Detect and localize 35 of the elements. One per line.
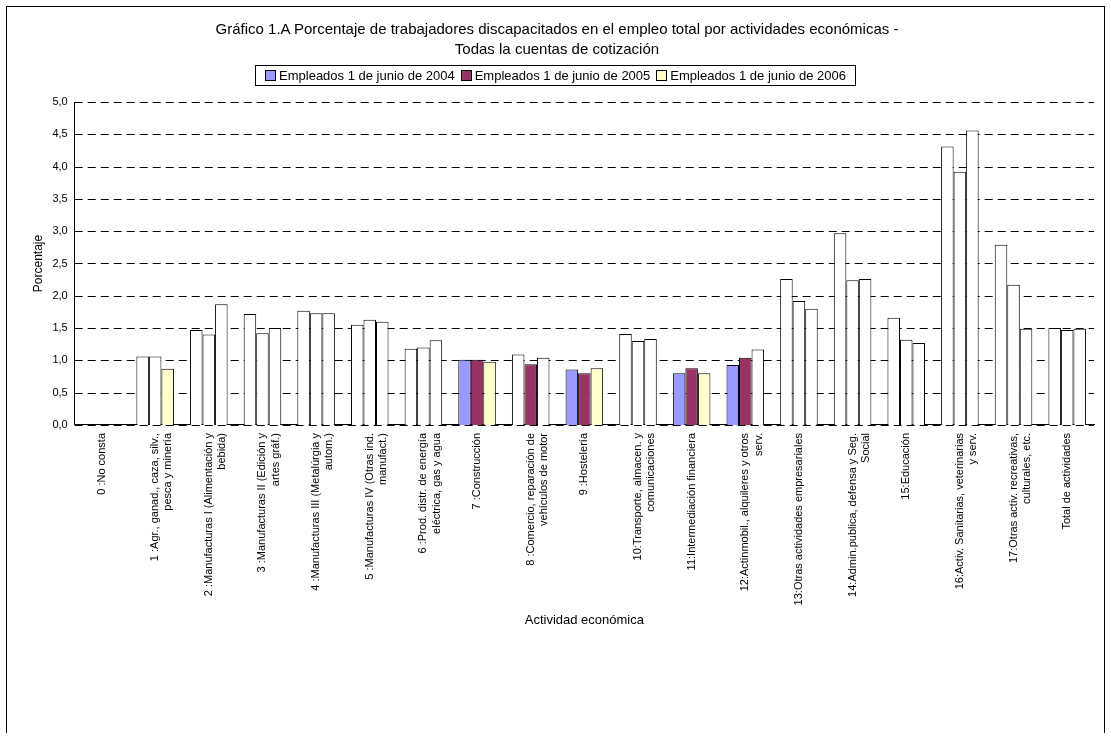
y-tick-label: 4,0 — [52, 159, 68, 172]
y-tick-label: 2,5 — [52, 256, 68, 269]
y-tick-label: 1,0 — [52, 353, 68, 366]
x-tick-label: 10:Transporte, almacen. y comunicaciones — [631, 432, 657, 561]
y-tick-label: 0,5 — [52, 385, 68, 398]
y-tick-label: 2,0 — [52, 288, 68, 301]
x-tick-label: 4 :Manufacturas III (Metalúrgia y autom.) — [309, 432, 335, 591]
x-tick-label: 2 :Manufacturas I (Alimentación y bebida) — [201, 432, 228, 597]
y-tick-label: 1,5 — [52, 321, 68, 334]
x-tick-label: 12:Actinmobil., alquileres y otros serv. — [738, 432, 764, 592]
legend-label: Empleados 1 de junio de 2004 — [278, 68, 455, 83]
x-tick-label: 7 :Construcción — [470, 432, 483, 510]
y-tick-label: 4,5 — [52, 127, 68, 140]
legend-label: Empleados 1 de junio de 2006 — [669, 68, 846, 83]
y-tick-label: 5,0 — [52, 95, 68, 108]
x-tick-label: 5 :Manufacturas IV (Otras ind. manufact.) — [362, 432, 388, 580]
y-tick-label: 0,0 — [52, 418, 68, 431]
legend-label: Empleados 1 de junio de 2005 — [473, 68, 651, 83]
x-tick-label: 11:Intermediación financiera — [684, 432, 697, 571]
x-tick-label: 9 :Hostelería — [577, 432, 590, 496]
x-tick-label: 17:Otras activ. recreativas, culturales, etc. — [1006, 432, 1032, 563]
y-axis-title: Porcentaje — [30, 234, 45, 293]
x-tick-label: 8 :Comercio, reparación de vehículos de motor — [523, 432, 549, 566]
x-tick-label: 3 :Manufacturas II (Edición y artes gráf.) — [255, 432, 281, 573]
x-tick-label: 1 :Agr., ganad., caza, silv., pesca y minería — [148, 432, 174, 562]
x-tick-label: Total de actividades — [1060, 432, 1073, 530]
x-axis-title: Actividad económica — [524, 611, 645, 627]
x-tick-label: 13:Otras actividades empresariales — [791, 432, 804, 606]
x-tick-label: 14:Admin.publica, defensa y Seg. Social — [845, 432, 871, 597]
x-tick-label: 0 :No consta — [94, 432, 107, 495]
x-tick-label: 15:Educación — [899, 432, 912, 500]
y-tick-label: 3,0 — [52, 224, 68, 237]
chart-title: Gráfico 1.A Porcentaje de trabajadores discapacitados en el empleo total por actividades económicas - Todas la cuentas de cotización — [214, 19, 900, 59]
x-tick-label: 16:Activ. Sanitarias, veterinarias y serv. — [952, 432, 979, 590]
y-tick-label: 3,5 — [52, 191, 68, 204]
